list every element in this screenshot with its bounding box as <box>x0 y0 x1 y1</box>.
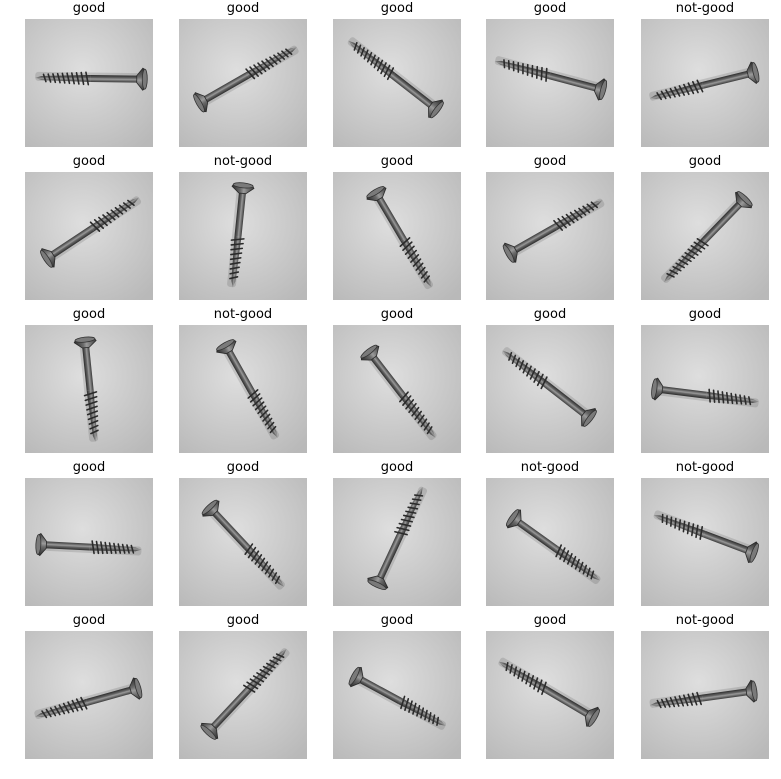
screw-image <box>179 325 307 453</box>
screw-image <box>486 325 614 453</box>
cell-label: good <box>226 613 260 628</box>
screw-photo-icon <box>25 325 153 453</box>
screw-image <box>25 19 153 147</box>
screw-image <box>179 19 307 147</box>
screw-image <box>333 172 461 300</box>
screw-photo-icon <box>641 172 769 300</box>
screw-image <box>641 325 769 453</box>
screw-image <box>641 631 769 759</box>
screw-photo-icon <box>179 631 307 759</box>
cell-label: good <box>380 460 414 475</box>
cell-label: not-good <box>213 307 273 322</box>
screw-photo-icon <box>25 172 153 300</box>
screw-photo-icon <box>641 325 769 453</box>
screw-photo-icon <box>486 631 614 759</box>
screw-photo-icon <box>25 19 153 147</box>
screw-image <box>333 478 461 606</box>
cell-label: not-good <box>213 154 273 169</box>
screw-photo-icon <box>179 325 307 453</box>
screw-image <box>641 478 769 606</box>
cell-label: not-good <box>675 460 735 475</box>
screw-photo-icon <box>25 631 153 759</box>
cell-label: good <box>533 1 567 16</box>
screw-photo-icon <box>641 478 769 606</box>
screw-photo-icon <box>179 19 307 147</box>
screw-photo-icon <box>179 172 307 300</box>
cell-label: good <box>533 613 567 628</box>
cell-label: good <box>533 307 567 322</box>
screw-photo-icon <box>333 325 461 453</box>
screw-photo-icon <box>333 19 461 147</box>
cell-label: not-good <box>520 460 580 475</box>
cell-label: good <box>380 1 414 16</box>
screw-photo-icon <box>641 19 769 147</box>
cell-label: good <box>380 154 414 169</box>
screw-photo-icon <box>179 478 307 606</box>
cell-label: good <box>226 460 260 475</box>
cell-label: good <box>226 1 260 16</box>
screw-image <box>486 172 614 300</box>
cell-label: good <box>72 307 106 322</box>
screw-image <box>333 631 461 759</box>
cell-label: good <box>380 307 414 322</box>
screw-image <box>641 19 769 147</box>
screw-image <box>25 325 153 453</box>
cell-label: not-good <box>675 1 735 16</box>
cell-label: good <box>72 460 106 475</box>
screw-image <box>486 19 614 147</box>
screw-photo-icon <box>333 172 461 300</box>
cell-label: good <box>688 307 722 322</box>
screw-image <box>333 19 461 147</box>
screw-image <box>486 631 614 759</box>
screw-photo-icon <box>333 478 461 606</box>
cell-label: good <box>380 613 414 628</box>
cell-label: good <box>72 1 106 16</box>
cell-label: good <box>72 613 106 628</box>
screw-photo-icon <box>486 19 614 147</box>
screw-image <box>486 478 614 606</box>
cell-label: good <box>688 154 722 169</box>
screw-photo-icon <box>333 631 461 759</box>
screw-photo-icon <box>486 172 614 300</box>
cell-label: good <box>533 154 567 169</box>
screw-image <box>333 325 461 453</box>
screw-photo-icon <box>486 478 614 606</box>
screw-photo-icon <box>486 325 614 453</box>
cell-label: not-good <box>675 613 735 628</box>
screw-photo-icon <box>641 631 769 759</box>
screw-image <box>641 172 769 300</box>
screw-image <box>179 172 307 300</box>
screw-image <box>25 478 153 606</box>
cell-label: good <box>72 154 106 169</box>
screw-photo-icon <box>25 478 153 606</box>
screw-image <box>179 631 307 759</box>
screw-image <box>25 631 153 759</box>
screw-image <box>25 172 153 300</box>
screw-image <box>179 478 307 606</box>
